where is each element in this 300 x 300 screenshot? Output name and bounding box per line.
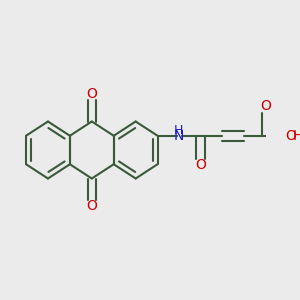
Text: H: H [174,124,183,137]
Text: O: O [286,129,296,143]
Text: N: N [173,129,184,143]
Text: O: O [195,158,206,172]
Text: O: O [86,200,97,214]
Text: O: O [86,86,97,100]
Text: H: H [293,129,300,143]
Text: O: O [260,99,271,113]
